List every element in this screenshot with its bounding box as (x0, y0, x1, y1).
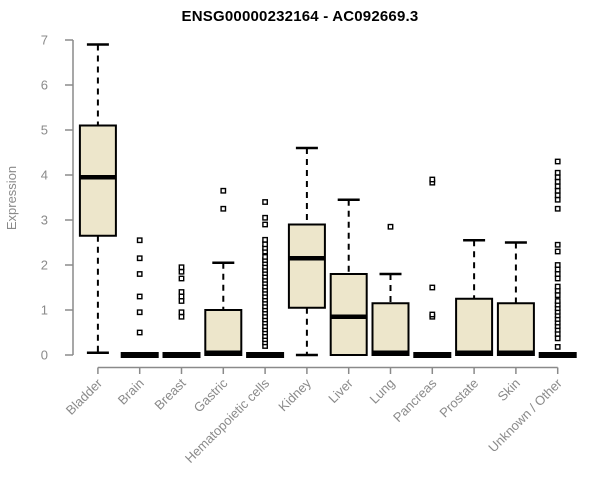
x-tick-label-pancreas: Pancreas (390, 375, 440, 425)
box-skin (496, 302, 535, 356)
outlier-point-pancreas (429, 311, 436, 318)
outlier-point-brain (136, 329, 143, 336)
outlier-point-unknown-other (554, 344, 561, 350)
boxplot-group-prostate: Prostate (436, 239, 494, 421)
x-tick-label-gastric: Gastric (191, 375, 231, 415)
outlier-point-unknown-other (554, 283, 561, 290)
outlier-point-lung (387, 223, 394, 230)
flat-box-breast (162, 352, 201, 358)
x-tick-label-bladder: Bladder (63, 375, 106, 418)
boxplot-group-gastric: Gastric (191, 187, 243, 415)
x-tick-label-unknown-other: Unknown / Other (485, 375, 565, 455)
box-bladder (78, 124, 117, 237)
box-prostate (455, 297, 494, 356)
outlier-point-breast (178, 289, 185, 295)
outlier-point-breast (178, 264, 185, 271)
outlier-point-breast (178, 298, 185, 304)
outlier-point-brain (136, 237, 143, 244)
boxplot-group-breast: Breast (151, 264, 201, 413)
flat-box-hematopoietic-cells (246, 352, 285, 358)
outlier-point-unknown-other (554, 158, 561, 165)
outlier-point-unknown-other (554, 271, 561, 277)
outlier-point-breast (178, 293, 185, 300)
boxplot-group-lung: Lung (367, 223, 410, 407)
boxplot-group-brain: Brain (115, 237, 159, 408)
outlier-point-unknown-other (554, 275, 561, 282)
boxplot-group-bladder: Bladder (63, 43, 117, 418)
outlier-point-unknown-other (554, 196, 561, 203)
outlier-point-breast (178, 313, 185, 320)
boxplot-group-skin: Skin (495, 241, 535, 404)
outlier-point-breast (178, 275, 185, 282)
outlier-point-unknown-other (554, 174, 561, 181)
y-tick-label: 0 (41, 348, 48, 363)
outlier-point-unknown-other (554, 178, 561, 185)
outlier-point-hematopoietic-cells (262, 241, 268, 248)
y-tick-label: 5 (41, 123, 48, 138)
y-tick-label: 6 (41, 78, 48, 93)
outlier-point-breast (178, 309, 185, 316)
outlier-point-unknown-other (554, 248, 561, 255)
flat-box-pancreas (413, 352, 452, 358)
x-tick-label-lung: Lung (367, 376, 398, 407)
box-gastric (204, 309, 243, 356)
boxplot-group-kidney: Kidney (275, 146, 326, 414)
outlier-point-brain (136, 255, 143, 262)
outlier-point-brain (136, 271, 143, 277)
outlier-point-hematopoietic-cells (262, 199, 268, 205)
box-lung (371, 302, 410, 356)
outlier-point-hematopoietic-cells (262, 253, 268, 260)
x-tick-label-prostate: Prostate (436, 376, 481, 421)
x-tick-label-liver: Liver (325, 375, 356, 406)
flat-box-brain (120, 352, 159, 358)
outlier-point-hematopoietic-cells (262, 236, 268, 243)
boxplot-group-liver: Liver (325, 198, 368, 406)
y-tick-label: 1 (41, 303, 48, 318)
x-tick-label-breast: Breast (151, 375, 188, 412)
outlier-point-unknown-other (554, 187, 561, 194)
x-tick-label-skin: Skin (495, 376, 523, 404)
outlier-point-brain (136, 309, 143, 316)
x-tick-label-kidney: Kidney (275, 375, 314, 414)
outlier-point-unknown-other (554, 205, 561, 212)
outlier-point-hematopoietic-cells (262, 214, 268, 221)
outlier-point-unknown-other (554, 183, 561, 190)
outlier-point-unknown-other (554, 169, 561, 176)
outlier-point-unknown-other (554, 192, 561, 199)
y-tick-label: 3 (41, 213, 48, 228)
outlier-point-pancreas (429, 284, 436, 291)
outlier-point-unknown-other (554, 266, 561, 273)
box-kidney (287, 223, 326, 309)
outlier-point-unknown-other (554, 335, 561, 342)
y-tick-label: 4 (41, 168, 48, 183)
outlier-point-gastric (220, 205, 227, 212)
outlier-point-unknown-other (554, 241, 561, 248)
boxplot-group-pancreas: Pancreas (390, 176, 452, 425)
y-tick-label: 7 (41, 33, 48, 48)
outlier-point-breast (178, 268, 185, 275)
y-tick-label: 2 (41, 258, 48, 273)
outlier-point-gastric (220, 187, 227, 194)
outlier-point-unknown-other (554, 262, 561, 268)
outlier-point-hematopoietic-cells (262, 221, 268, 228)
flat-box-unknown-other (538, 352, 577, 358)
outlier-point-brain (136, 293, 143, 300)
y-axis-title: Expression (4, 166, 19, 230)
outlier-point-unknown-other (554, 298, 561, 304)
outlier-point-pancreas (429, 176, 436, 183)
x-tick-label-brain: Brain (115, 376, 147, 408)
chart-title: ENSG00000232164 - AC092669.3 (181, 8, 419, 25)
outlier-point-unknown-other (554, 292, 561, 299)
